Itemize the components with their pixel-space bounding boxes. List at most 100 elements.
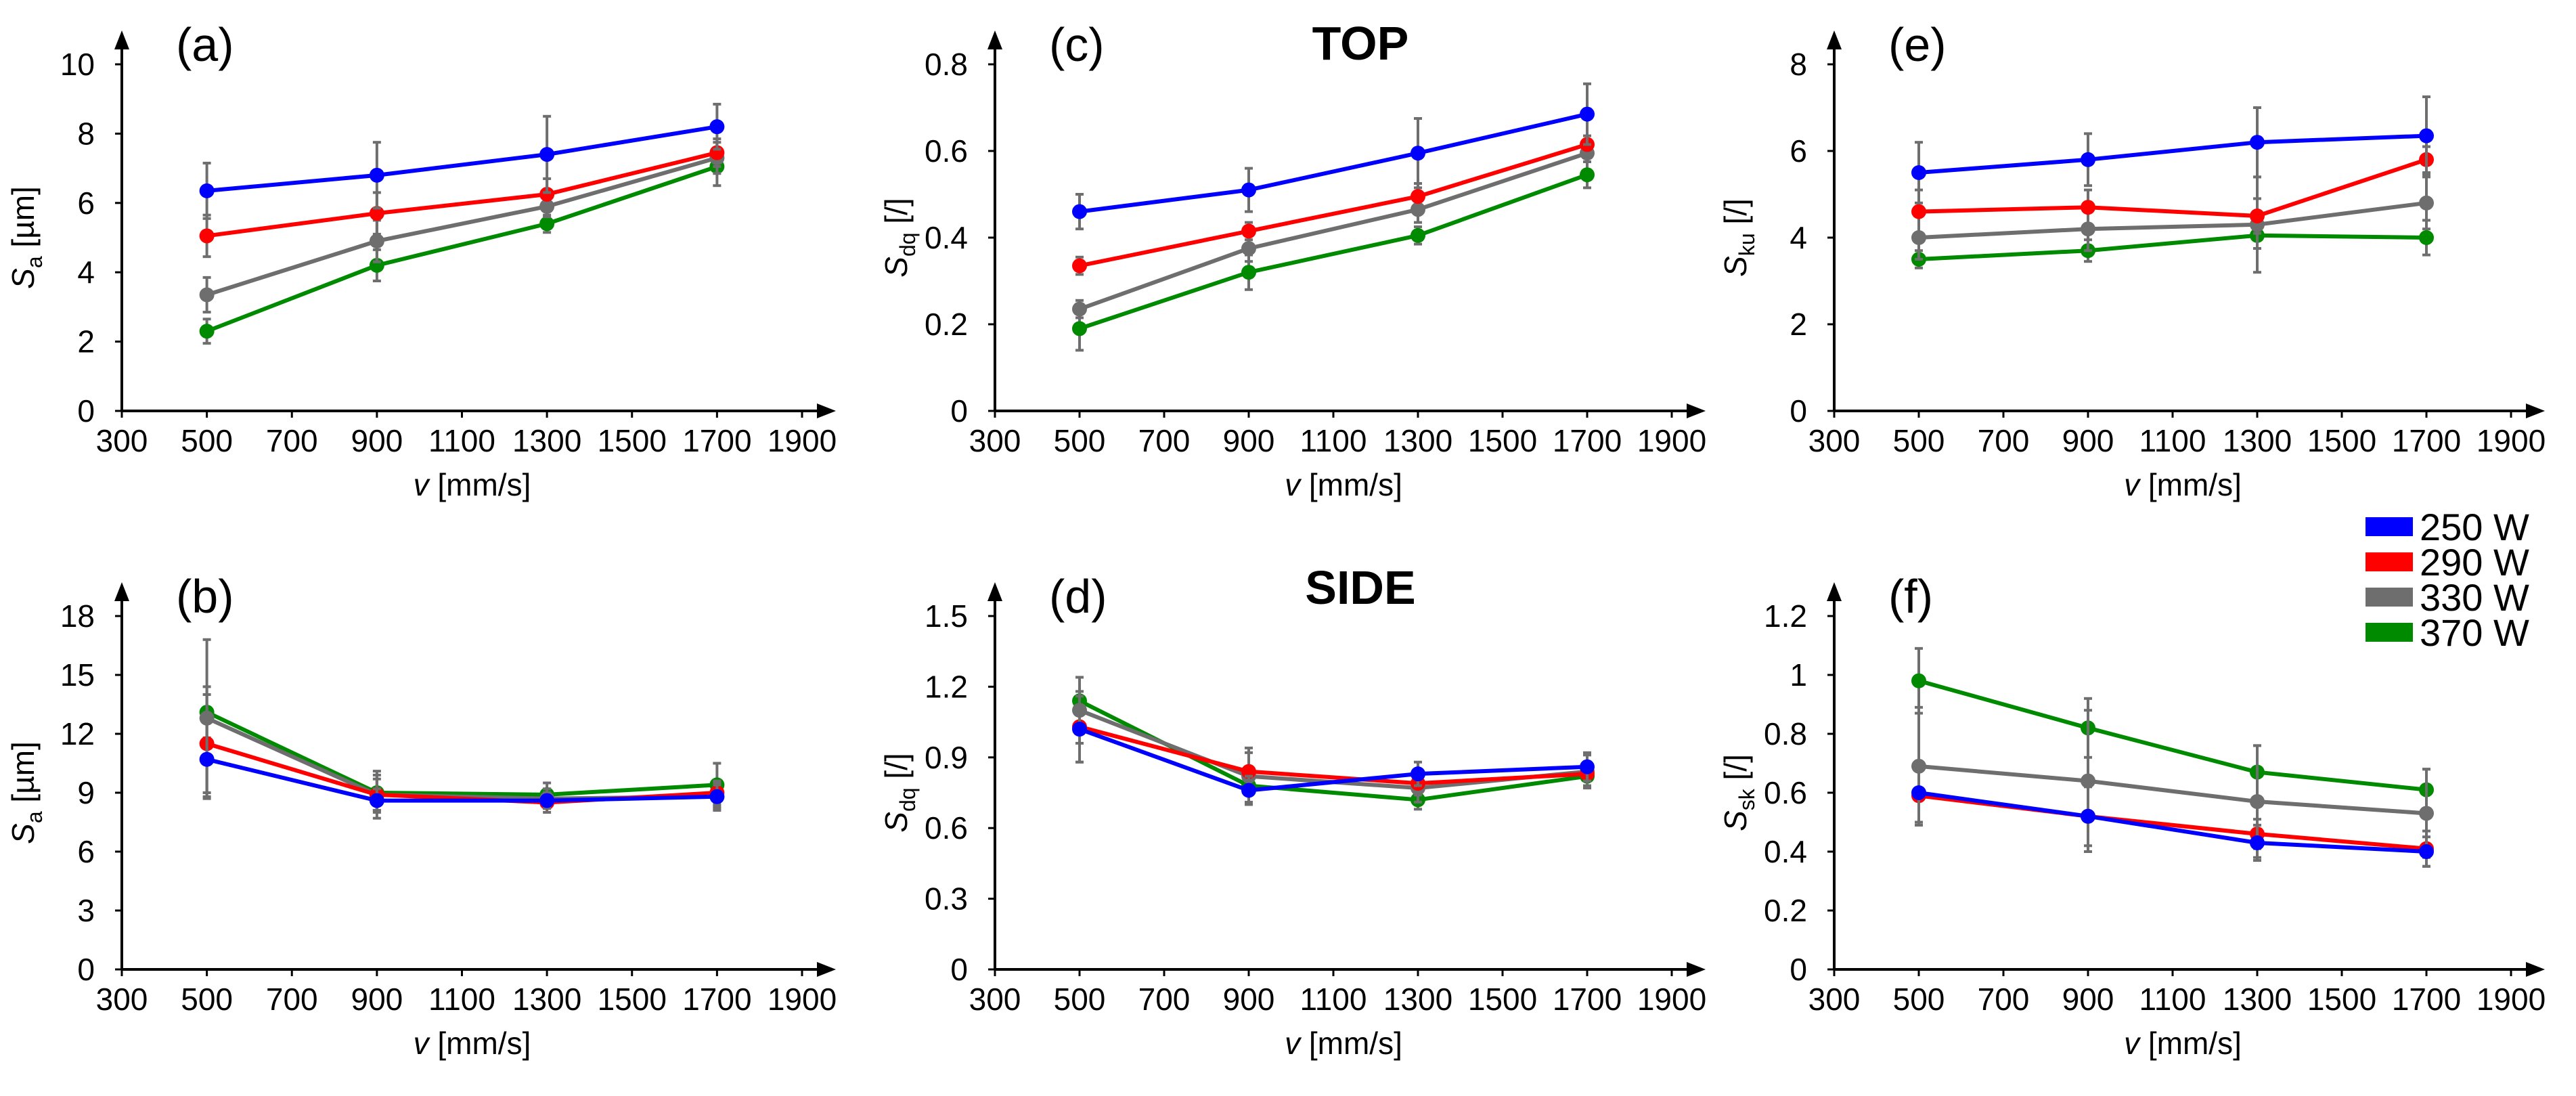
y-axis-title-sub: sk: [1735, 788, 1759, 810]
x-tick-label: 500: [181, 423, 233, 458]
y-tick-label: 0.6: [1764, 775, 1807, 810]
y-axis-title-sub: ku: [1735, 233, 1759, 256]
series-line: [1918, 233, 2427, 261]
data-point: [2419, 844, 2434, 859]
series-line: [206, 757, 717, 803]
panel-label-f: (f): [1888, 570, 1933, 623]
data-point: [2081, 200, 2095, 215]
y-axis-title-unit: [/]: [879, 753, 914, 787]
x-axis-title-unit: [mm/s]: [1300, 467, 1402, 502]
data-point: [199, 228, 215, 244]
x-tick-label: 1100: [2139, 982, 2206, 1017]
data-point: [539, 216, 555, 232]
data-point: [1241, 783, 1256, 798]
y-axis-title-var: S: [1718, 256, 1753, 277]
group-label-top: TOP: [1312, 17, 1409, 70]
data-point: [1241, 182, 1256, 198]
series-line: [1078, 151, 1588, 311]
x-tick-label: 1700: [682, 423, 751, 458]
series-line: [1078, 699, 1588, 802]
x-tick-label: 1100: [428, 423, 495, 458]
x-tick-label: 300: [96, 423, 148, 458]
series-290w: [199, 137, 725, 259]
data-point: [709, 119, 725, 135]
x-axis-title: v [mm/s]: [2124, 467, 2242, 502]
x-tick-label: 300: [969, 982, 1021, 1017]
data-point: [1241, 223, 1256, 239]
x-axis-title-var: v: [1285, 467, 1302, 502]
series-250w: [199, 102, 725, 220]
data-point: [709, 789, 725, 804]
y-tick-label: 0.6: [925, 810, 968, 846]
y-tick-label: 0: [1790, 952, 1807, 987]
x-tick-label: 900: [351, 982, 403, 1017]
y-axis-title: Sa [µm]: [5, 741, 47, 844]
y-tick-label: 0.2: [1764, 893, 1807, 928]
y-axis-arrow: [1827, 30, 1842, 49]
y-tick-label: 0.4: [1764, 834, 1807, 869]
panel-c: 300 500 700 900 1100 1300 1500 1700 1900 0 0.2 0.4 0…: [879, 18, 1706, 502]
data-point: [539, 793, 555, 808]
y-tick-label: 4: [1790, 220, 1807, 255]
x-tick-label: 700: [1138, 982, 1191, 1017]
panel-d: 300 500 700 900 1100 1300 1500 1700 1900 0 0.3 0.6 0…: [879, 570, 1706, 1061]
y-tick-label: 0: [950, 393, 968, 429]
x-tick-label: 1100: [2139, 423, 2206, 458]
x-axis-title-unit: [mm/s]: [1300, 1026, 1402, 1061]
x-tick-label: 1500: [2307, 423, 2376, 458]
series-line: [206, 165, 718, 334]
y-axis-title-sub: dq: [895, 787, 920, 812]
y-axis-title-unit: [/]: [1718, 754, 1753, 789]
legend-swatch: [2366, 517, 2413, 536]
data-point: [2419, 128, 2434, 144]
x-tick-label: 1300: [512, 423, 581, 458]
series-250w: [1911, 95, 2434, 204]
legend-label: 250 W: [2420, 506, 2529, 548]
x-axis-arrow: [817, 403, 836, 418]
y-axis-title-var: S: [879, 257, 914, 278]
series-line: [206, 710, 717, 797]
series-250w: [1072, 82, 1595, 231]
series-line: [1918, 791, 2427, 854]
data-point: [1911, 673, 1926, 688]
panel-e: 300 500 700 900 1100 1300 1500 1700 1900 0 2 4 6 8 v […: [1718, 18, 2546, 502]
x-tick-label: 1500: [598, 423, 667, 458]
x-tick-label: 1300: [2223, 982, 2292, 1017]
x-tick-label: 500: [1893, 423, 1945, 458]
y-axis-title: Sdq [/]: [879, 753, 920, 832]
y-tick-label: 0: [77, 952, 95, 987]
x-tick-label: 1900: [2477, 423, 2546, 458]
data-point: [369, 793, 384, 808]
data-point: [1911, 204, 1926, 219]
panel-label-c: (c): [1049, 18, 1105, 71]
data-point: [1580, 167, 1595, 183]
y-tick-label: 6: [77, 185, 95, 221]
x-axis-title: v [mm/s]: [414, 1026, 531, 1061]
x-tick-label: 1300: [1383, 423, 1452, 458]
y-tick-label: 0: [1790, 393, 1807, 429]
legend-swatch: [2366, 623, 2413, 642]
x-tick-label: 1700: [1553, 982, 1622, 1017]
y-tick-label: 0: [77, 393, 95, 429]
x-tick-label: 900: [1223, 423, 1275, 458]
data-point: [2250, 209, 2265, 223]
x-axis-arrow: [817, 962, 836, 977]
x-axis-arrow: [1687, 962, 1706, 977]
y-axis-title-unit: [/]: [879, 198, 914, 232]
data-point: [2081, 808, 2095, 824]
y-tick-label: 1.5: [925, 598, 968, 634]
data-point: [1072, 258, 1087, 273]
series-290w: [1072, 690, 1595, 797]
data-point: [1911, 785, 1926, 800]
series-250w: [1072, 695, 1595, 806]
y-axis-title: Ssk [/]: [1718, 754, 1759, 831]
legend-swatch: [2366, 588, 2413, 607]
x-axis-title: v [mm/s]: [2124, 1026, 2242, 1061]
x-tick-label: 1300: [2223, 423, 2292, 458]
x-tick-label: 300: [1808, 982, 1861, 1017]
group-label-side: SIDE: [1305, 561, 1415, 614]
x-tick-label: 900: [1223, 982, 1275, 1017]
series-370w: [1072, 676, 1595, 811]
x-tick-label: 700: [266, 423, 318, 458]
